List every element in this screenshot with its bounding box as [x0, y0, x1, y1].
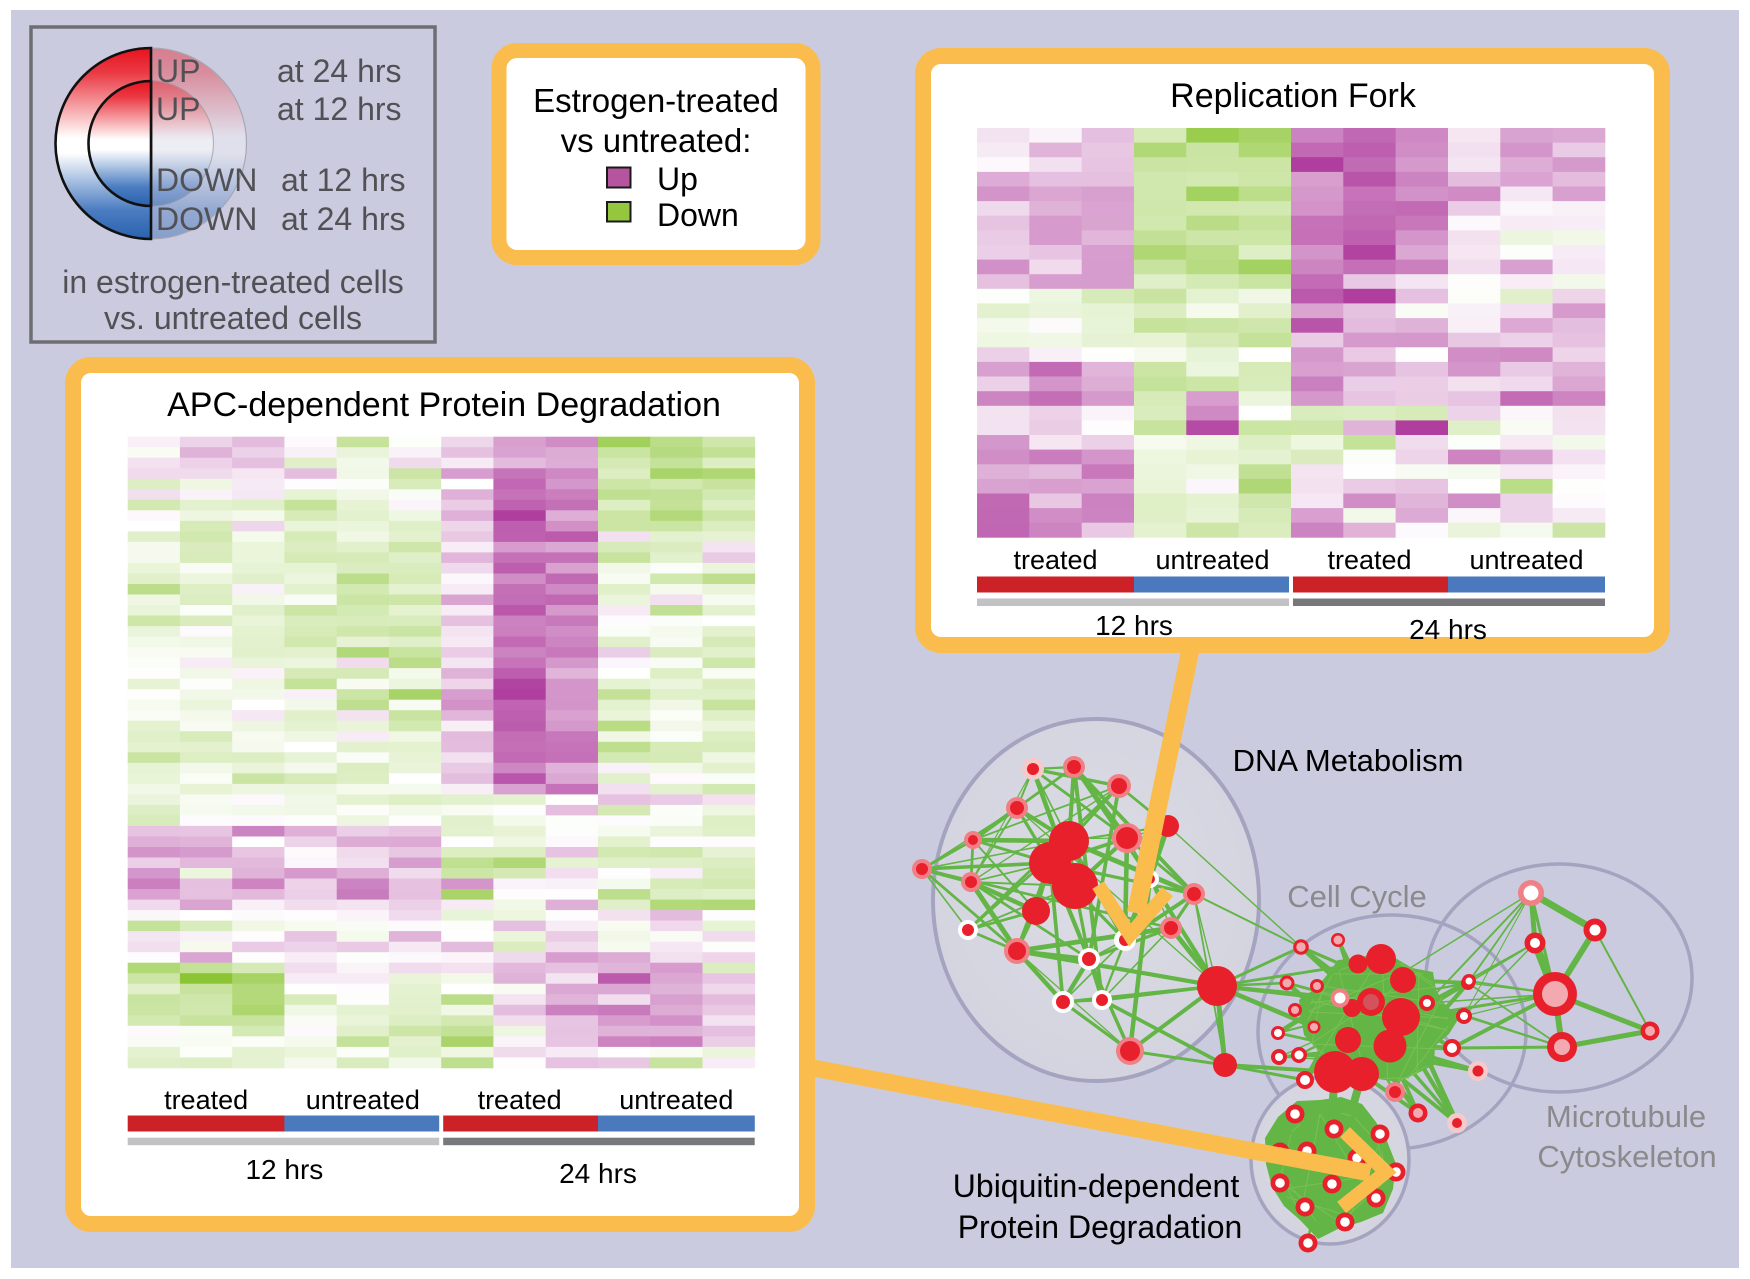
svg-text:Estrogen-treated: Estrogen-treated	[533, 82, 779, 119]
svg-text:Up: Up	[657, 161, 698, 197]
svg-text:UP: UP	[156, 53, 200, 89]
svg-text:Ubiquitin-dependent: Ubiquitin-dependent	[953, 1168, 1240, 1204]
svg-text:at 24 hrs: at 24 hrs	[277, 53, 402, 89]
svg-text:Replication Fork: Replication Fork	[1170, 77, 1417, 115]
svg-text:24 hrs: 24 hrs	[559, 1158, 637, 1189]
svg-text:vs untreated:: vs untreated:	[561, 122, 752, 159]
svg-text:vs. untreated cells: vs. untreated cells	[104, 300, 362, 336]
svg-text:in estrogen-treated cells: in estrogen-treated cells	[62, 264, 404, 300]
svg-text:at 12 hrs: at 12 hrs	[277, 91, 402, 127]
svg-text:at 24 hrs: at 24 hrs	[281, 201, 406, 237]
svg-text:DOWN: DOWN	[156, 162, 257, 198]
svg-text:12 hrs: 12 hrs	[1095, 610, 1173, 641]
svg-text:untreated: untreated	[1155, 545, 1269, 575]
svg-text:Cell Cycle: Cell Cycle	[1287, 879, 1427, 914]
svg-text:untreated: untreated	[619, 1085, 733, 1115]
svg-text:untreated: untreated	[1469, 545, 1583, 575]
svg-text:Protein Degradation: Protein Degradation	[958, 1209, 1243, 1245]
svg-text:untreated: untreated	[306, 1085, 420, 1115]
svg-text:treated: treated	[478, 1085, 562, 1115]
svg-text:at 12 hrs: at 12 hrs	[281, 162, 406, 198]
svg-text:treated: treated	[164, 1085, 248, 1115]
svg-text:treated: treated	[1327, 545, 1411, 575]
svg-text:DNA Metabolism: DNA Metabolism	[1233, 743, 1464, 778]
svg-text:Down: Down	[657, 197, 739, 233]
svg-text:UP: UP	[156, 91, 200, 127]
svg-text:12 hrs: 12 hrs	[245, 1154, 323, 1185]
svg-text:treated: treated	[1013, 545, 1097, 575]
svg-text:APC-dependent Protein Degradat: APC-dependent Protein Degradation	[167, 386, 721, 424]
svg-text:Cytoskeleton: Cytoskeleton	[1537, 1139, 1716, 1174]
svg-text:DOWN: DOWN	[156, 201, 257, 237]
svg-text:Microtubule: Microtubule	[1546, 1099, 1706, 1134]
svg-text:24 hrs: 24 hrs	[1409, 614, 1487, 645]
